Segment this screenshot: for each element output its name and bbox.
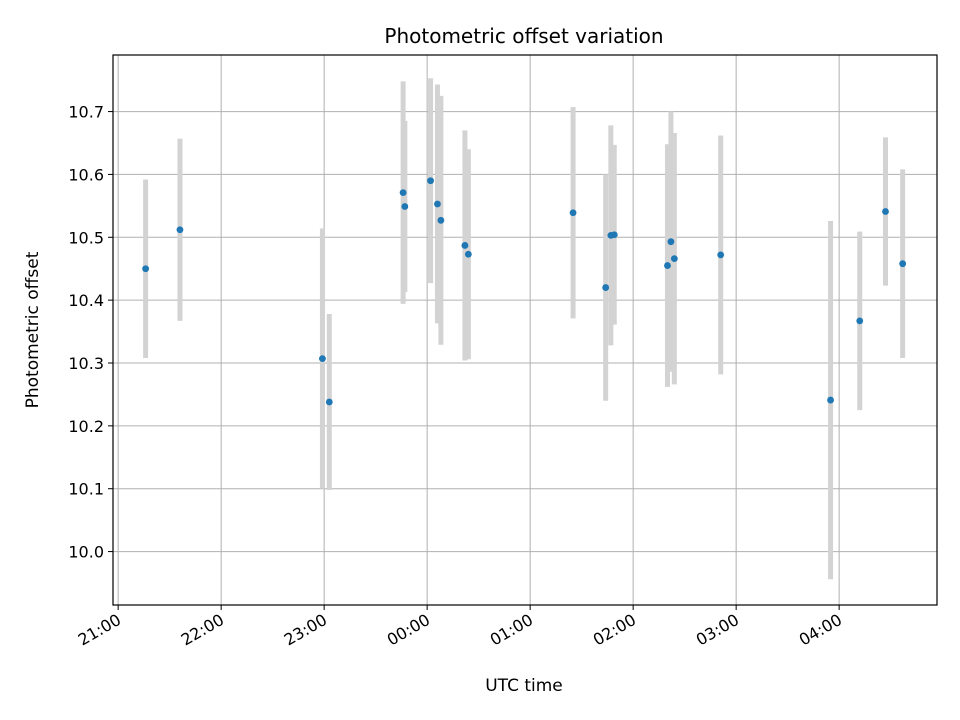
plot-frame: [112, 54, 938, 606]
x-tick-label: 01:00: [487, 610, 536, 650]
y-tick-label: 10.7: [68, 103, 104, 122]
grid: [113, 55, 937, 605]
y-tick-label: 10.0: [68, 543, 104, 562]
data-point: [856, 317, 864, 325]
x-tick-label: 00:00: [384, 610, 433, 650]
data-point: [427, 177, 434, 185]
x-axis-ticks: 21:00 22:00 23:00 00:00 01:00 02:00 03:00 04:00: [75, 605, 845, 650]
data-point: [827, 396, 834, 404]
data-point: [670, 255, 678, 263]
x-tick-label: 02:00: [590, 610, 639, 650]
x-tick-label: 23:00: [281, 610, 330, 650]
y-tick-label: 10.6: [68, 165, 104, 184]
data-point: [319, 355, 326, 362]
data-point: [399, 189, 407, 197]
data-point: [569, 209, 577, 217]
data-point: [664, 262, 671, 269]
y-tick-label: 10.5: [68, 228, 104, 247]
data-point: [176, 226, 184, 234]
data-point: [401, 203, 409, 210]
y-tick-label: 10.4: [68, 291, 104, 310]
y-axis-ticks: 10.0 10.1 10.2 10.3 10.4 10.5 10.6 10.7: [68, 103, 113, 562]
errorbars: [143, 78, 906, 580]
data-point: [142, 265, 150, 273]
x-tick-label: 22:00: [178, 610, 227, 650]
x-tick-label: 21:00: [75, 610, 124, 650]
data-points: [142, 177, 907, 406]
data-point: [464, 250, 472, 258]
data-point: [434, 200, 441, 208]
data-point: [461, 242, 469, 249]
x-tick-label: 03:00: [693, 610, 742, 650]
y-axis-label: Photometric offset: [23, 251, 43, 408]
data-point: [899, 260, 907, 268]
x-tick-label: 04:00: [796, 610, 845, 650]
data-point: [602, 284, 610, 291]
chart-title: Photometric offset variation: [384, 24, 663, 48]
data-point: [325, 398, 333, 406]
data-point: [437, 216, 445, 224]
y-tick-label: 10.2: [68, 417, 104, 436]
data-point: [667, 238, 675, 246]
x-axis-label: UTC time: [485, 676, 563, 696]
y-tick-label: 10.1: [68, 480, 104, 499]
data-point: [717, 251, 725, 259]
data-point: [882, 208, 889, 215]
y-tick-label: 10.3: [68, 354, 104, 373]
data-point: [610, 231, 618, 239]
